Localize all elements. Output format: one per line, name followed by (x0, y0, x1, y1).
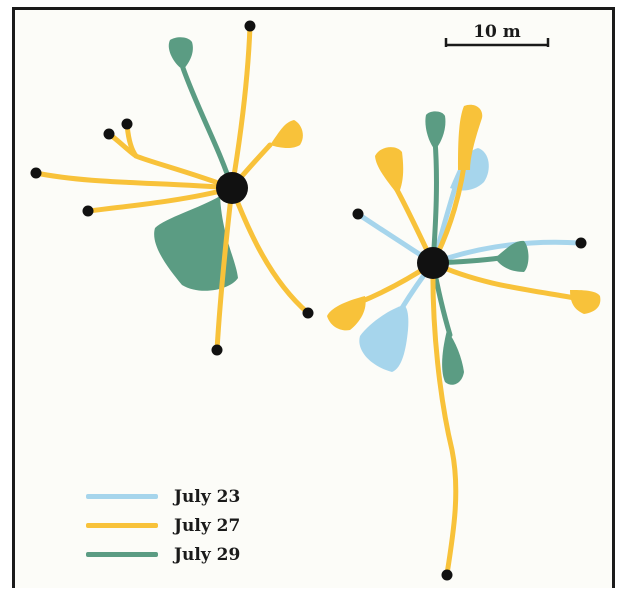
patch-july27 (458, 104, 483, 170)
track-july29 (180, 65, 235, 191)
nest-right (327, 104, 601, 581)
legend-label: July 27 (174, 515, 241, 536)
legend-item-july29: July 29 (86, 540, 240, 569)
track-endpoint (103, 128, 115, 140)
track-july27 (214, 185, 235, 353)
patch-july29 (495, 240, 529, 272)
track-endpoint (30, 167, 42, 179)
legend-label: July 29 (174, 544, 241, 565)
patch-july29 (154, 196, 238, 291)
track-endpoint (82, 205, 94, 217)
track-july27 (430, 260, 459, 577)
patch-july27 (375, 147, 404, 195)
track-july27 (229, 185, 311, 316)
track-endpoint (575, 237, 587, 249)
track-endpoint (352, 208, 364, 220)
legend-swatch (86, 552, 158, 557)
patch-july29 (168, 37, 193, 70)
track-endpoint (211, 344, 223, 356)
patch-july27 (270, 120, 303, 149)
patch-july27 (327, 296, 366, 331)
legend-swatch (86, 494, 158, 499)
map-frame (12, 7, 615, 588)
nest-left (30, 20, 314, 356)
nest-point (417, 247, 449, 279)
track-endpoint (244, 20, 256, 32)
track-july27 (229, 23, 253, 191)
patch-july29 (425, 111, 446, 150)
scale-bar-label: 10 m (473, 22, 521, 42)
track-july23 (430, 239, 583, 266)
track-july29 (430, 137, 439, 266)
track-endpoint (121, 118, 133, 130)
legend-label: July 23 (174, 486, 241, 507)
patch-july23 (359, 305, 409, 372)
legend-swatch (86, 523, 158, 528)
legend: July 23 July 27 July 29 (86, 482, 240, 569)
track-july27 (430, 260, 578, 301)
legend-item-july23: July 23 (86, 482, 240, 511)
legend-item-july27: July 27 (86, 511, 240, 540)
track-july27 (124, 121, 235, 191)
track-endpoint (302, 307, 314, 319)
track-july27 (33, 170, 235, 191)
nest-point (216, 172, 248, 204)
track-endpoint (441, 569, 453, 581)
patch-july29 (442, 330, 464, 385)
patch-july27 (570, 290, 601, 314)
scale-bar (444, 38, 550, 47)
